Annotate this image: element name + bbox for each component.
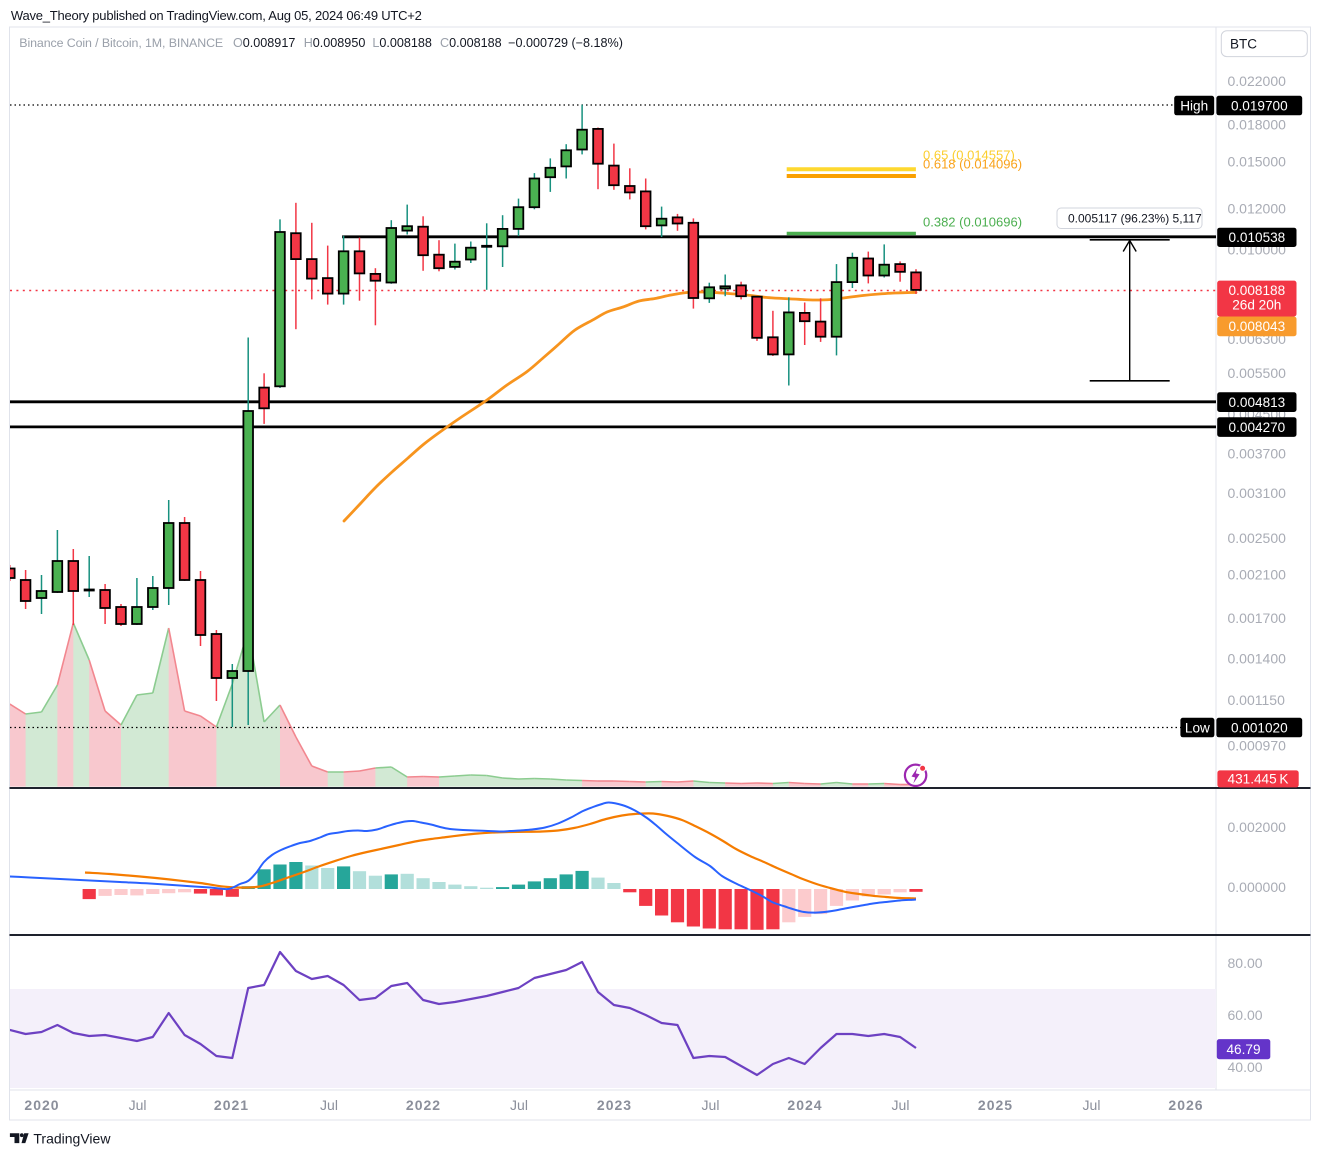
svg-text:2025: 2025: [978, 1097, 1013, 1113]
svg-text:431.445 K: 431.445 K: [1228, 772, 1289, 787]
svg-text:0.004813: 0.004813: [1229, 395, 1286, 410]
svg-text:Jul: Jul: [510, 1097, 528, 1113]
svg-text:Low: Low: [1185, 720, 1210, 735]
svg-text:0.000970: 0.000970: [1228, 738, 1287, 754]
svg-text:0.000000: 0.000000: [1228, 879, 1287, 895]
svg-text:TradingView: TradingView: [33, 1130, 111, 1146]
svg-text:2023: 2023: [597, 1097, 632, 1113]
svg-text:2024: 2024: [787, 1097, 822, 1113]
svg-text:0.008188: 0.008188: [1228, 283, 1285, 298]
svg-text:C0.008188: C0.008188: [440, 36, 502, 50]
svg-text:0.022000: 0.022000: [1228, 73, 1287, 89]
svg-text:2021: 2021: [214, 1097, 249, 1113]
svg-text:0.002000: 0.002000: [1228, 819, 1287, 835]
svg-text:0.010538: 0.010538: [1229, 230, 1286, 245]
svg-text:Jul: Jul: [320, 1097, 338, 1113]
svg-text:0.002500: 0.002500: [1228, 530, 1287, 546]
svg-text:Jul: Jul: [129, 1097, 147, 1113]
svg-text:60.00: 60.00: [1228, 1007, 1263, 1023]
svg-text:0.001150: 0.001150: [1228, 692, 1286, 708]
svg-text:2020: 2020: [24, 1097, 59, 1113]
svg-text:−0.000729 (−8.18%): −0.000729 (−8.18%): [508, 36, 623, 50]
svg-text:Jul: Jul: [892, 1097, 910, 1113]
svg-text:0.001020: 0.001020: [1231, 720, 1288, 735]
svg-text:0.012000: 0.012000: [1228, 200, 1287, 216]
svg-text:80.00: 80.00: [1228, 955, 1263, 971]
svg-text:Wave_Theory published on Tradi: Wave_Theory published on TradingView.com…: [11, 8, 422, 23]
svg-text:0.008043: 0.008043: [1228, 319, 1285, 334]
svg-text:0.005500: 0.005500: [1228, 365, 1287, 381]
svg-text:0.001400: 0.001400: [1228, 650, 1287, 666]
svg-text:2026: 2026: [1168, 1097, 1203, 1113]
svg-text:0.018000: 0.018000: [1228, 116, 1287, 132]
svg-text:2022: 2022: [406, 1097, 441, 1113]
svg-text:0.019700: 0.019700: [1231, 98, 1288, 113]
svg-text:0.004270: 0.004270: [1229, 420, 1286, 435]
svg-text:26d 20h: 26d 20h: [1232, 298, 1281, 313]
svg-text:46.79: 46.79: [1226, 1042, 1260, 1057]
svg-text:0.003100: 0.003100: [1228, 485, 1287, 501]
svg-text:High: High: [1180, 98, 1208, 113]
svg-text:40.00: 40.00: [1228, 1059, 1263, 1075]
svg-text:0.003700: 0.003700: [1228, 445, 1287, 461]
svg-text:0.001700: 0.001700: [1228, 610, 1287, 626]
svg-text:0.65 (0.014557): 0.65 (0.014557): [923, 148, 1015, 163]
svg-text:Jul: Jul: [702, 1097, 720, 1113]
svg-text:0.005117 (96.23%) 5,117: 0.005117 (96.23%) 5,117: [1068, 212, 1202, 226]
svg-text:Jul: Jul: [1083, 1097, 1101, 1113]
svg-text:0.002100: 0.002100: [1228, 566, 1287, 582]
svg-text:0.015000: 0.015000: [1228, 153, 1287, 169]
svg-text:H0.008950: H0.008950: [304, 36, 366, 50]
svg-text:Binance Coin / Bitcoin, 1M, BI: Binance Coin / Bitcoin, 1M, BINANCE: [19, 36, 223, 50]
svg-text:O0.008917: O0.008917: [233, 36, 295, 50]
svg-text:0.618 (0.014096): 0.618 (0.014096): [923, 157, 1022, 172]
svg-text:BTC: BTC: [1230, 37, 1257, 52]
svg-text:0.382 (0.010696): 0.382 (0.010696): [923, 215, 1022, 230]
svg-text:L0.008188: L0.008188: [372, 36, 432, 50]
